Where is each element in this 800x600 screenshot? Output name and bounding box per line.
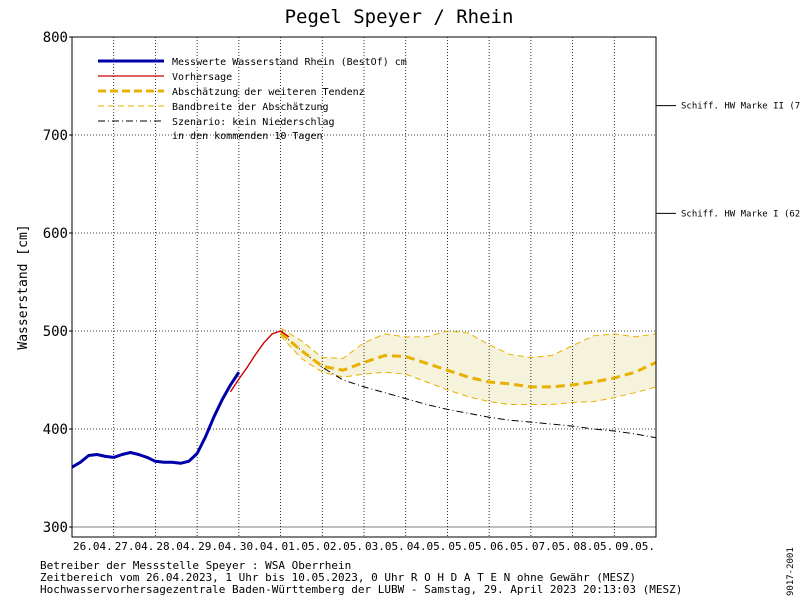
y-tick-label: 600 xyxy=(43,226,68,242)
footer-time-range: Zeitbereich vom 26.04.2023, 1 Uhr bis 10… xyxy=(40,571,636,584)
x-tick-label: 27.04. xyxy=(115,540,155,553)
threshold-label: Schiff. HW Marke II (730cm) xyxy=(681,102,800,112)
x-tick-label: 30.04. xyxy=(240,540,280,553)
x-tick-label: 26.04. xyxy=(73,540,113,553)
y-tick-label: 800 xyxy=(43,30,68,46)
x-tick-label: 09.05. xyxy=(615,540,655,553)
series-band-lower xyxy=(280,335,657,405)
legend-label-band: Bandbreite der Abschätzung xyxy=(172,102,329,113)
x-tick-label: 07.05. xyxy=(532,540,572,553)
series-forecast xyxy=(229,330,290,393)
x-tick-label: 04.05. xyxy=(407,540,447,553)
y-tick-label: 400 xyxy=(43,422,68,438)
legend-label-measured: Messwerte Wasserstand Rhein (BestOf) cm xyxy=(172,57,407,68)
x-tick-label: 06.05. xyxy=(490,540,530,553)
x-tick-label: 08.05. xyxy=(574,540,614,553)
y-tick-label: 300 xyxy=(43,520,68,536)
x-tick-label: 28.04. xyxy=(156,540,196,553)
x-tick-label: 05.05. xyxy=(448,540,488,553)
y-tick-labels: 300 400 500 600 700 800 xyxy=(43,30,72,536)
chart-title: Pegel Speyer / Rhein xyxy=(285,6,514,28)
legend-label-tendency: Abschätzung der weiteren Tendenz xyxy=(172,87,365,98)
series-band-upper xyxy=(280,327,657,359)
grid xyxy=(72,37,656,537)
footer-code: 9017-2001 xyxy=(786,547,796,596)
legend-label-forecast: Vorhersage xyxy=(172,72,232,83)
x-tick-labels: 26.04. 27.04. 28.04. 29.04. 30.04. 01.05. 02.0… xyxy=(73,540,655,553)
footer-issuer: Hochwasservorhersagezentrale Baden-Württ… xyxy=(40,583,682,596)
x-tick-label: 29.04. xyxy=(198,540,238,553)
legend: Messwerte Wasserstand Rhein (BestOf) cm … xyxy=(98,57,407,142)
y-tick-label: 700 xyxy=(43,128,68,144)
legend-label-scenario-note: in den kommenden 10 Tagen xyxy=(172,131,323,142)
plot-frame xyxy=(71,36,657,538)
footer-operator: Betreiber der Messstelle Speyer : WSA Ob… xyxy=(40,559,351,572)
legend-label-scenario: Szenario: kein Niederschlag xyxy=(172,117,335,128)
estimate-band xyxy=(280,328,656,405)
y-tick-label: 500 xyxy=(43,324,68,340)
threshold-marks: Schiff. HW Marke II (730cm) Schiff. HW Ma… xyxy=(656,102,800,219)
x-tick-label: 03.05. xyxy=(365,540,405,553)
x-tick-label: 02.05. xyxy=(323,540,363,553)
y-axis-label: Wasserstand [cm] xyxy=(16,224,31,349)
series-tendency xyxy=(279,331,657,389)
band-fill xyxy=(280,328,656,405)
series-lines xyxy=(71,327,657,469)
threshold-label: Schiff. HW Marke I (620cm) xyxy=(681,209,800,219)
series-measured xyxy=(71,371,241,469)
x-tick-label: 01.05. xyxy=(282,540,322,553)
